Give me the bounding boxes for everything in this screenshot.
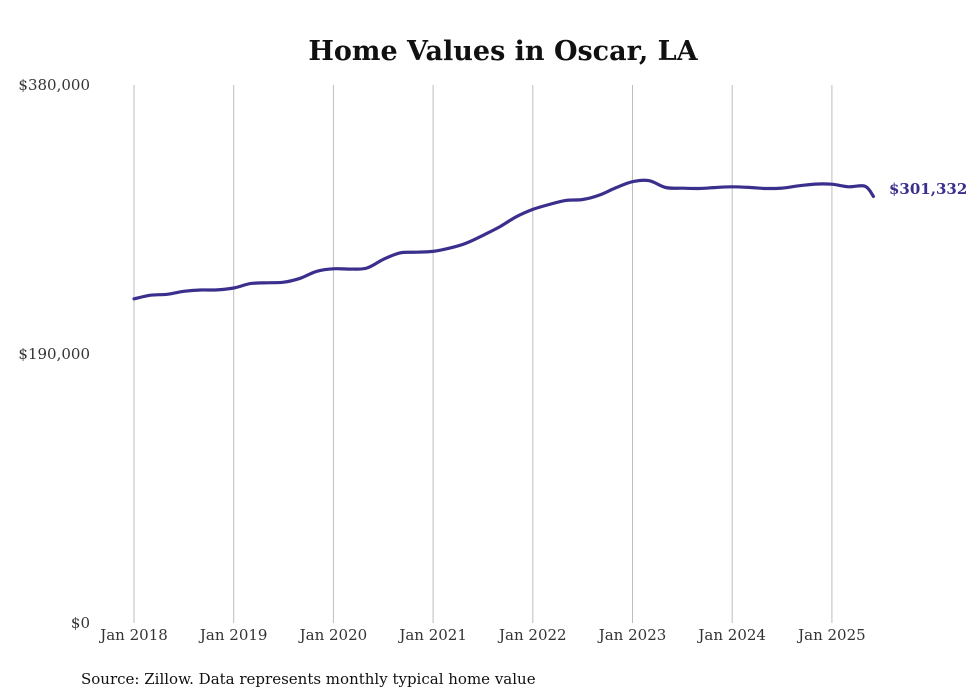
chart-title: Home Values in Oscar, LA [308,36,698,67]
y-tick-label: $190,000 [18,345,90,363]
x-tick-label: Jan 2023 [597,626,667,644]
x-tick-label: Jan 2019 [198,626,268,644]
x-tick-label: Jan 2025 [796,626,866,644]
x-tick-label: Jan 2022 [497,626,567,644]
y-tick-label: $380,000 [18,76,90,94]
y-axis: $0 $190,000 $380,000 [18,76,90,632]
source-note: Source: Zillow. Data represents monthly … [81,670,536,688]
x-tick-label: Jan 2024 [696,626,766,644]
x-axis: Jan 2018 Jan 2019 Jan 2020 Jan 2021 Jan 2022… [98,626,865,644]
y-tick-label: $0 [71,614,90,632]
x-tick-label: Jan 2018 [98,626,168,644]
home-value-line [132,178,875,301]
x-tick-label: Jan 2021 [397,626,467,644]
end-value-label: $301,332 [889,180,967,198]
x-tick-label: Jan 2020 [298,626,368,644]
gridlines [133,85,833,623]
